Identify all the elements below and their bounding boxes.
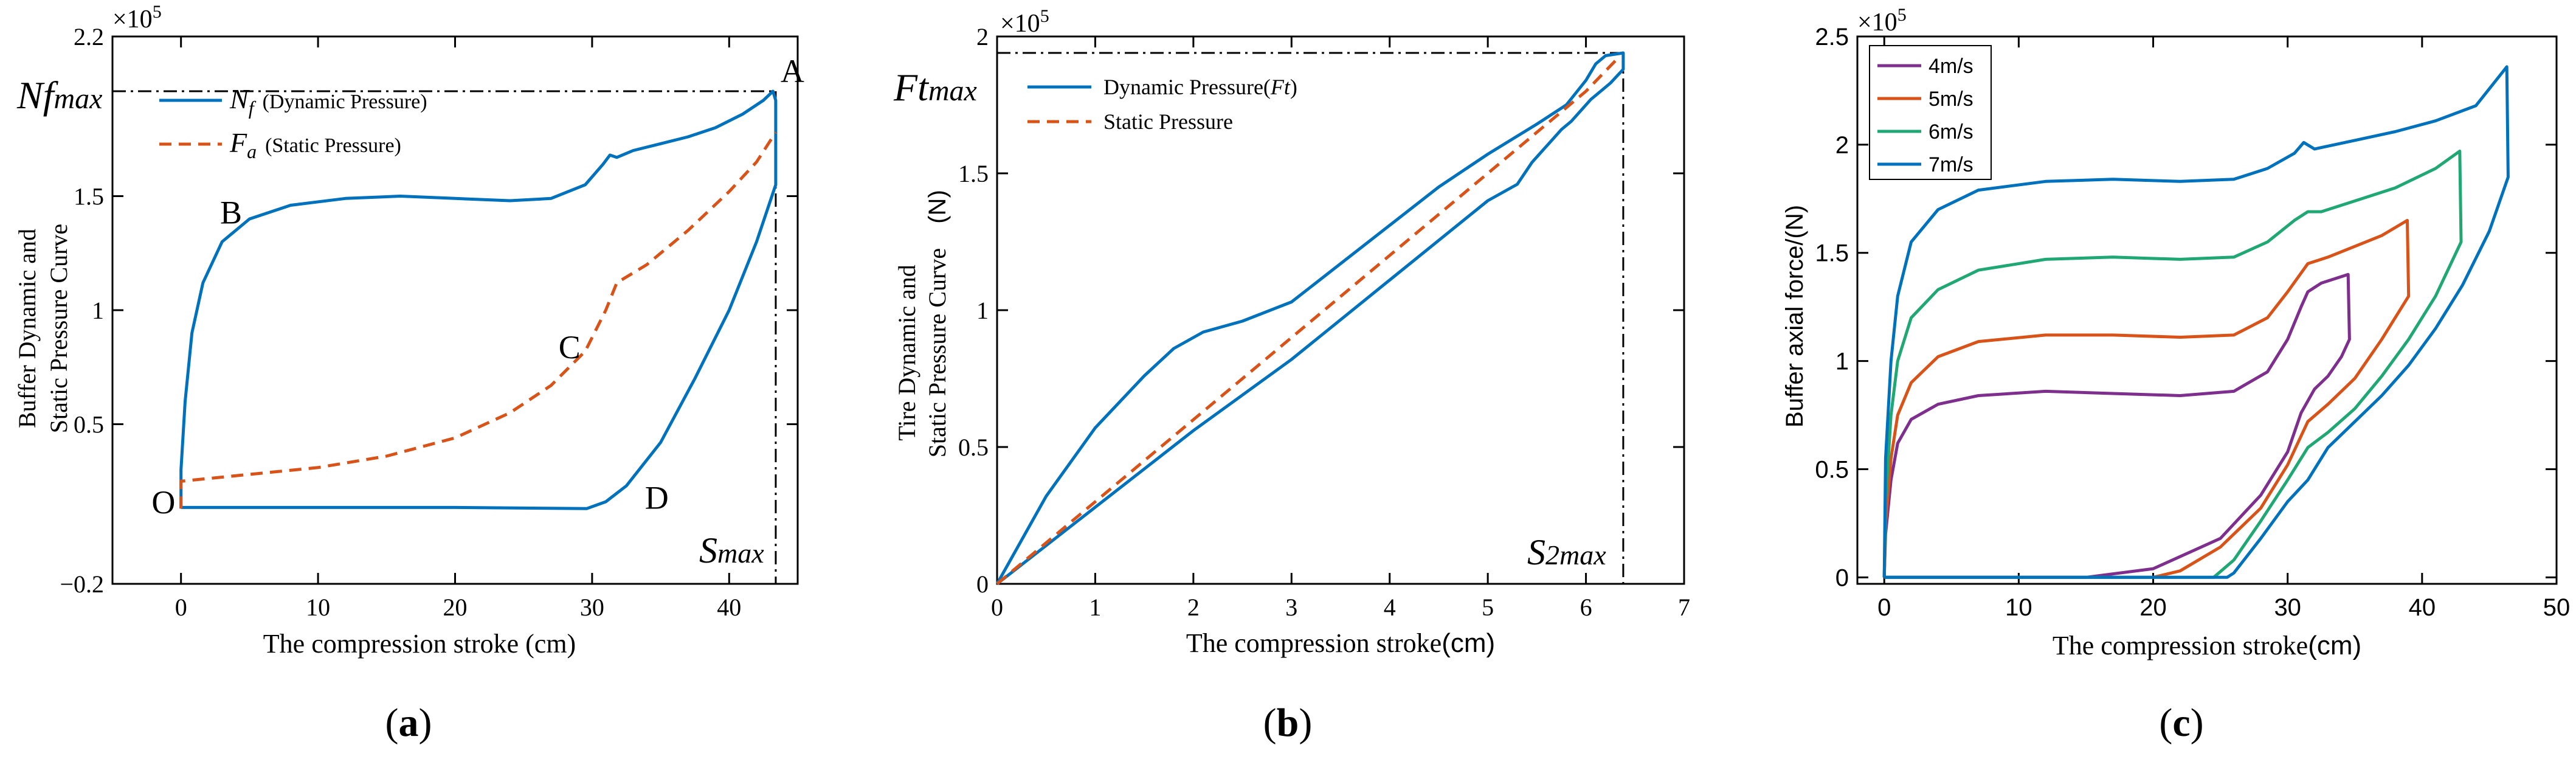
panel-a-point-label: C <box>559 329 581 366</box>
panel-b-xlabel: The compression stroke(cm) <box>1186 628 1495 658</box>
panel-b-xtick-label: 3 <box>1285 594 1297 621</box>
panel-b-series-line <box>995 51 1625 585</box>
panel-b-ytick-label: 0 <box>976 570 989 598</box>
panel-c-legend-label: 4m/s <box>1929 55 1973 78</box>
panel-a-ytick-label: 1 <box>92 297 104 324</box>
panel-b-xtick-label: 4 <box>1384 594 1396 621</box>
panel-b-xtick-label: 1 <box>1089 594 1101 621</box>
panel-a-axes-box <box>111 35 799 585</box>
panel-b-xtick-label: 5 <box>1482 594 1494 621</box>
panel-c-ytick-label: 0 <box>1835 564 1849 591</box>
panel-c-ytick-label: 2.5 <box>1815 24 1849 50</box>
panel-c-ytick-label: 1 <box>1835 348 1849 375</box>
panel-c-series-line <box>1882 218 2411 579</box>
panel-b-xtick-label: 0 <box>991 594 1003 621</box>
panel-c-legend-label: 7m/s <box>1929 153 1973 176</box>
panel-b-xtick-label: 7 <box>1678 594 1690 621</box>
panel-c-xtick-label: 50 <box>2543 594 2571 621</box>
panel-a-xtick-label: 10 <box>306 594 330 621</box>
panel-c-series <box>1882 65 2510 579</box>
panel-c-legend-label: 5m/s <box>1929 88 1973 111</box>
panel-a-legend: Nf (Dynamic Pressure) Fa (Static Pressure) <box>159 83 427 162</box>
panel-c-ticks: 0 10 20 30 40 50 0 0.5 1 1.5 2 2.5 <box>1815 24 2570 621</box>
panel-c-ytick-label: 1.5 <box>1815 240 1849 267</box>
panel-b-ytick-label: 1 <box>976 297 989 324</box>
panel-b-ylabel-unit: (N) <box>924 190 951 224</box>
panel-b-legend: Dynamic Pressure(Ft) Static Pressure <box>1027 75 1297 134</box>
panel-a-ref-lines <box>112 90 777 584</box>
panel-a-xtick-label: 20 <box>443 594 468 621</box>
panel-a-point-label: O <box>151 484 175 521</box>
panel-c-ytick-label: 0.5 <box>1815 456 1849 483</box>
panel-a-y-exponent: ×105 <box>112 2 162 33</box>
panel-c-series-line <box>1882 150 2463 579</box>
panel-a-point-label: D <box>645 479 669 516</box>
panel-b-ytick-label: 2 <box>976 23 989 50</box>
panel-a-ytick-label: −0.2 <box>60 570 104 598</box>
panel-c-xtick-label: 10 <box>2005 594 2032 621</box>
panel-c-series-line <box>1882 65 2510 579</box>
panel-a-series-line <box>179 89 778 510</box>
panel-c-ytick-label: 2 <box>1835 132 1849 159</box>
panel-a-ytick-label: 2.2 <box>74 23 104 50</box>
panel-b-series-line <box>996 54 1621 585</box>
panel-b-legend-label-dynamic: Dynamic Pressure(Ft) <box>1103 75 1297 99</box>
panel-c-xtick-label: 0 <box>1877 594 1891 621</box>
panel-a-ytick-label: 0.5 <box>74 411 104 438</box>
panel-a-ticks: 0 10 20 30 40 −0.2 0.5 1 1.5 2.2 <box>60 23 798 621</box>
panel-b-legend-label-static: Static Pressure <box>1103 109 1233 134</box>
panel-b-ticks: 0 1 2 3 4 5 6 7 0 0.5 1 1.5 2 <box>958 23 1690 621</box>
panel-b-label: (b) <box>1263 701 1313 745</box>
panel-a-annotations: A B C D O <box>151 53 804 521</box>
panel-c: 0 10 20 30 40 50 0 0.5 1 1.5 2 2.5 ×105 4m/s 5m/s 6m/… <box>1781 5 2570 745</box>
panel-a-ylabel-line2: Static Pressure Curve <box>45 224 72 433</box>
panel-a-label: (a) <box>385 701 432 745</box>
panel-b-ylabel-line2: Static Pressure Curve <box>924 248 951 457</box>
panel-a-ylabel-line1: Buffer Dynamic and <box>13 229 41 428</box>
panel-b-s2max-label: S2max <box>1527 532 1606 572</box>
panel-a-xlabel: The compression stroke (cm) <box>263 629 576 659</box>
panel-c-series-line <box>1882 272 2351 579</box>
panel-a-legend-label-nf: Nf (Dynamic Pressure) <box>229 83 427 119</box>
panel-a-nfmax-label: Nfmax <box>16 74 102 117</box>
panel-a-point-label: A <box>781 53 804 89</box>
panel-c-xtick-label: 20 <box>2139 594 2167 621</box>
panel-b: 0 1 2 3 4 5 6 7 0 0.5 1 1.5 2 ×105 Ftmax S2max Dynam… <box>893 6 1690 745</box>
panel-a-series <box>179 89 778 510</box>
panel-c-axes-box <box>1856 35 2558 585</box>
panel-b-xtick-label: 6 <box>1580 594 1592 621</box>
panel-b-ytick-label: 0.5 <box>958 434 989 461</box>
panel-c-xtick-label: 30 <box>2274 594 2301 621</box>
panel-b-ftmax-label: Ftmax <box>893 66 977 109</box>
panel-c-xtick-label: 40 <box>2409 594 2436 621</box>
panel-a-series-line <box>179 131 778 509</box>
panel-a-smax-label: Smax <box>699 530 764 570</box>
panel-c-legend-box <box>1869 45 1992 180</box>
panel-a-ytick-label: 1.5 <box>74 183 104 210</box>
panel-a: 0 10 20 30 40 −0.2 0.5 1 1.5 2.2 A B C D O ×105 Nfmax… <box>13 2 804 745</box>
panel-b-y-exponent: ×105 <box>1000 6 1049 38</box>
panel-c-label: (c) <box>2159 701 2203 745</box>
panel-c-ylabel: Buffer axial force/(N) <box>1781 205 1808 428</box>
panel-a-xtick-label: 40 <box>717 594 741 621</box>
panel-b-ytick-label: 1.5 <box>958 160 989 187</box>
panel-a-xtick-label: 30 <box>580 594 604 621</box>
panel-c-legend-label: 6m/s <box>1929 120 1973 144</box>
panel-a-point-label: B <box>220 195 242 231</box>
panel-c-y-exponent: ×105 <box>1857 5 1907 36</box>
panel-a-xtick-label: 0 <box>175 594 187 621</box>
panel-b-ylabel-line1: Tire Dynamic and <box>893 265 920 441</box>
panel-b-ref-lines <box>997 52 1625 584</box>
panel-c-legend: 4m/s 5m/s 6m/s 7m/s <box>1869 45 1992 180</box>
panel-a-legend-label-fa: Fa (Static Pressure) <box>229 127 401 162</box>
panel-c-xlabel: The compression stroke(cm) <box>2053 631 2361 660</box>
panel-b-xtick-label: 2 <box>1187 594 1200 621</box>
panel-b-series <box>995 51 1625 585</box>
